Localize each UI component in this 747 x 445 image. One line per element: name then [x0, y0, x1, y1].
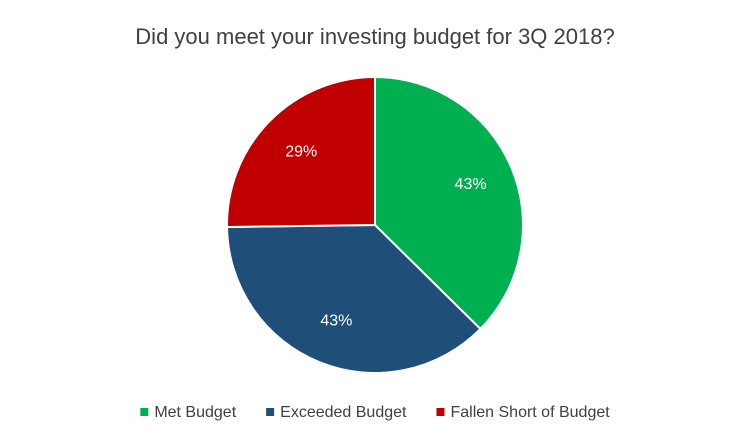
chart-title: Did you meet your investing budget for 3… [135, 24, 614, 49]
legend-swatch [266, 408, 275, 416]
legend-swatch [436, 408, 445, 416]
slice-label: 43% [320, 312, 352, 329]
slice-label: 43% [455, 176, 487, 193]
pie-slice [226, 75, 376, 229]
legend-text: Met Budget [154, 404, 236, 421]
slice-label: 29% [285, 143, 317, 160]
legend-text: Fallen Short of Budget [450, 404, 610, 421]
legend-text: Exceeded Budget [280, 404, 407, 421]
pie-slice [225, 223, 482, 374]
legend-swatch [140, 408, 149, 416]
pie-slice [374, 75, 524, 331]
